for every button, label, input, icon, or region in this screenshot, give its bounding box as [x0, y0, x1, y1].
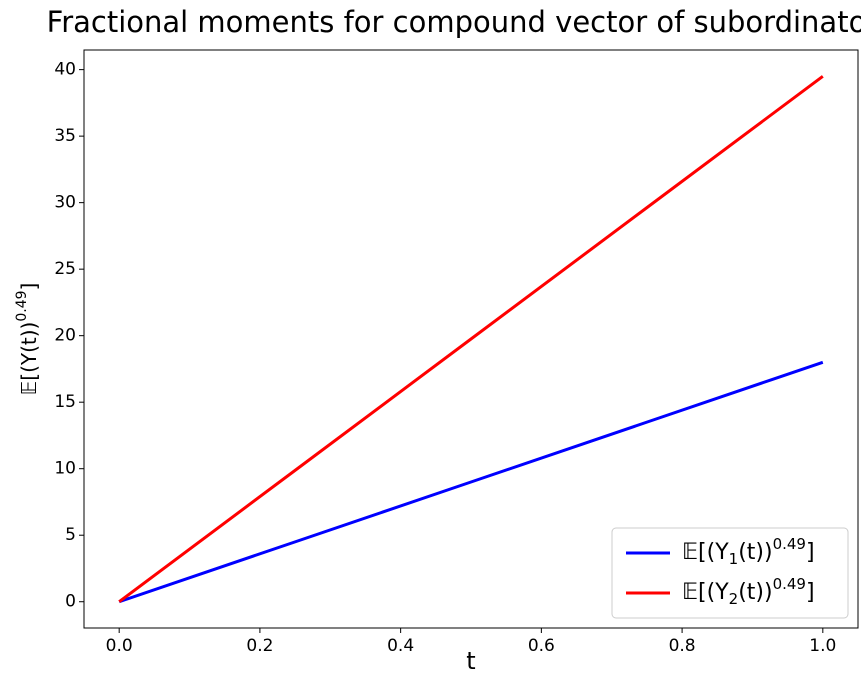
legend-base: 𝔼[(Y	[682, 540, 729, 565]
legend-box	[611, 527, 849, 619]
series-line	[118, 75, 824, 603]
y-tick-label: 20	[54, 326, 76, 346]
plot-frame	[83, 49, 859, 629]
y-label-sup: 0.49	[14, 290, 30, 321]
legend-label: 𝔼[(Y2(t))0.49]	[682, 575, 815, 608]
y-label-end: ]	[17, 283, 41, 291]
legend-sup: 0.49	[773, 535, 806, 553]
y-tick-label: 0	[65, 592, 76, 612]
x-tick-label: 0.0	[106, 636, 133, 656]
legend-base: 𝔼[(Y	[682, 580, 729, 605]
legend-end: ]	[806, 580, 815, 605]
legend-sub: 1	[729, 550, 739, 568]
x-tick-label: 1.0	[809, 636, 836, 656]
y-tick-label: 40	[54, 60, 76, 80]
legend-label: 𝔼[(Y1(t))0.49]	[682, 535, 815, 568]
legend-mid: (t))	[738, 540, 772, 565]
x-axis-label: t	[466, 647, 475, 674]
x-tick-label: 0.4	[387, 636, 414, 656]
legend-end: ]	[806, 540, 815, 565]
x-tick-label: 0.6	[528, 636, 555, 656]
y-label-base: 𝔼[(Y(t))	[17, 322, 41, 396]
y-tick-label: 10	[54, 459, 76, 479]
x-tick-label: 0.2	[246, 636, 273, 656]
y-tick-label: 25	[54, 259, 76, 279]
legend-sub: 2	[729, 590, 739, 608]
y-tick-label: 15	[54, 392, 76, 412]
y-axis-label: 𝔼[(Y(t))0.49]	[14, 283, 41, 396]
y-tick-label: 5	[65, 525, 76, 545]
legend-sup: 0.49	[773, 575, 806, 593]
y-tick-label: 30	[54, 193, 76, 213]
legend-mid: (t))	[738, 580, 772, 605]
chart-title: Fractional moments for compound vector o…	[47, 5, 861, 39]
series-line	[118, 360, 824, 604]
y-tick-label: 35	[54, 126, 76, 146]
x-tick-label: 0.8	[669, 636, 696, 656]
